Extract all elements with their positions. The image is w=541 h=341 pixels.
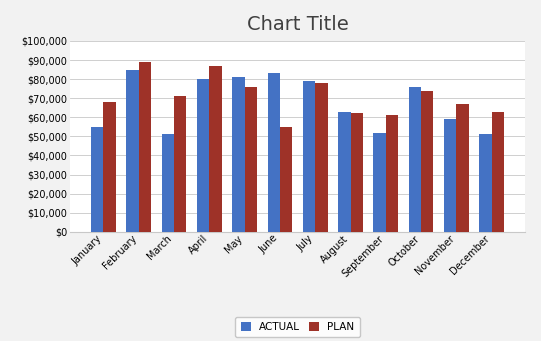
Bar	[457, 104, 469, 232]
Bar	[492, 112, 504, 232]
Bar	[103, 102, 116, 232]
Bar	[315, 83, 327, 232]
Bar	[338, 112, 351, 232]
Bar	[444, 119, 457, 232]
Bar	[303, 81, 315, 232]
Bar	[373, 133, 386, 232]
Bar	[421, 91, 433, 232]
Bar	[351, 114, 363, 232]
Bar	[197, 79, 209, 232]
Legend: ACTUAL, PLAN: ACTUAL, PLAN	[235, 317, 360, 338]
Bar	[162, 134, 174, 232]
Bar	[386, 115, 398, 232]
Bar	[245, 87, 257, 232]
Bar	[174, 96, 186, 232]
Title: Chart Title: Chart Title	[247, 15, 348, 34]
Bar	[138, 62, 151, 232]
Bar	[126, 70, 138, 232]
Bar	[232, 77, 245, 232]
Bar	[91, 127, 103, 232]
Bar	[409, 87, 421, 232]
Bar	[280, 127, 292, 232]
Bar	[209, 66, 222, 232]
Bar	[479, 134, 492, 232]
Bar	[268, 73, 280, 232]
